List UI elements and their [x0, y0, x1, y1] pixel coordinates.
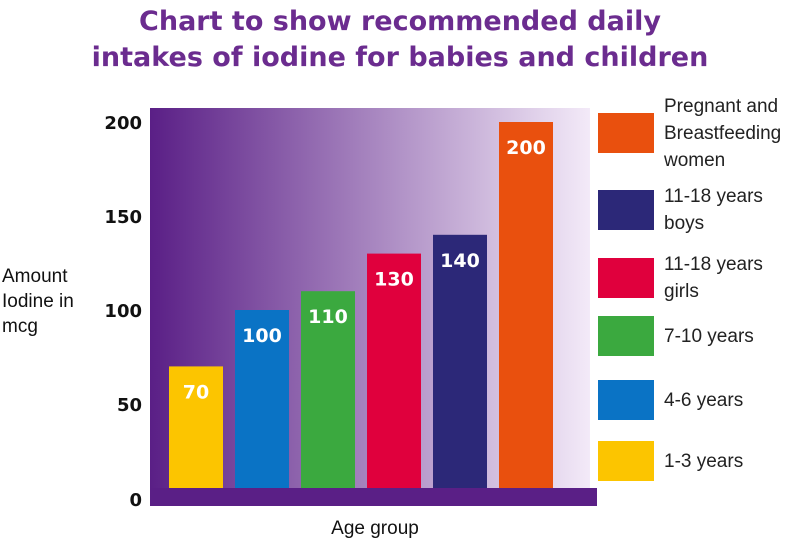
legend-label: 1-3 years	[664, 448, 798, 475]
y-tick-label: 100	[104, 301, 142, 322]
bar	[235, 310, 289, 488]
x-axis-label: Age group	[331, 518, 419, 539]
y-axis-label-line-1: Amount	[2, 266, 68, 287]
bar-value-label: 140	[440, 250, 480, 272]
legend-swatch	[598, 380, 654, 420]
y-axis-label: Amount Iodine in mcg	[2, 264, 74, 339]
legend-label-line: 11-18 years	[664, 186, 763, 207]
bar	[169, 366, 223, 488]
bar	[499, 122, 553, 488]
bar	[433, 234, 487, 488]
chart-title-line-2: intakes of iodine for babies and childre…	[91, 42, 709, 73]
legend-label-line: 7-10 years	[664, 325, 754, 347]
y-tick-label: 50	[117, 395, 142, 416]
legend-label-line: women	[664, 149, 726, 171]
y-axis-label-line-3: mcg	[2, 316, 38, 337]
y-tick-label: 150	[104, 207, 142, 228]
legend-label: 4-6 years	[664, 387, 798, 414]
legend-swatch	[598, 190, 654, 230]
legend-label-line: Breastfeeding	[664, 122, 782, 144]
legend-label-line: girls	[664, 281, 699, 302]
chart-title-line-1: Chart to show recommended daily	[139, 6, 661, 37]
legend-label-line: 11-18 years	[664, 254, 763, 275]
bar-value-label: 110	[308, 306, 348, 328]
legend-label-line: 4-6 years	[664, 389, 744, 411]
x-axis-bar	[150, 488, 597, 506]
legend-label: 11-18 years boys	[664, 183, 798, 237]
legend-label-line: boys	[664, 213, 705, 234]
legend-label: Pregnant and Breastfeeding women	[664, 93, 798, 174]
bar	[301, 291, 355, 488]
legend-swatch	[598, 258, 654, 298]
bar-value-label: 130	[374, 269, 414, 291]
legend-label: 7-10 years	[664, 323, 798, 350]
bar-value-label: 200	[506, 137, 546, 159]
y-tick-label: 0	[129, 490, 142, 511]
legend-swatch	[598, 113, 654, 153]
bars	[169, 122, 553, 488]
y-axis-label-line-2: Iodine in	[2, 291, 74, 312]
bar-labels: 70 100 110 130 140 200	[183, 137, 546, 403]
bar-value-label: 70	[183, 381, 209, 403]
y-tick-label: 200	[104, 113, 142, 134]
legend-label: 11-18 years girls	[664, 251, 798, 305]
legend-label-line: Pregnant and	[664, 95, 779, 117]
legend: Pregnant and Breastfeeding women 11-18 year…	[598, 0, 798, 543]
chart-title: Chart to show recommended daily intakes …	[0, 4, 800, 76]
bar-value-label: 100	[242, 325, 282, 347]
legend-swatch	[598, 316, 654, 356]
legend-swatch	[598, 441, 654, 481]
y-axis-ticks: 0 50 100 150 200	[104, 113, 142, 511]
bar	[367, 253, 421, 488]
legend-label-line: 1-3 years	[664, 450, 744, 472]
